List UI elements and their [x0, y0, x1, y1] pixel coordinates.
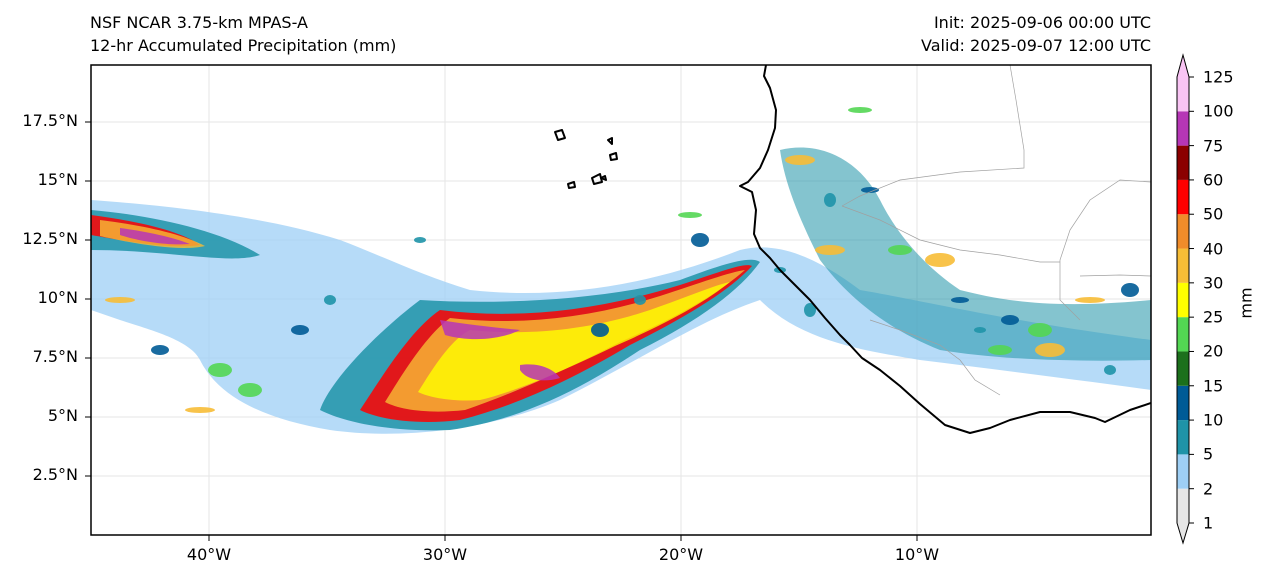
- colorbar-level-label: 40: [1203, 239, 1224, 259]
- lat-label-5n: 5°N: [47, 406, 78, 425]
- lat-label-15n: 15°N: [37, 170, 78, 189]
- colorbar-level-label: 30: [1203, 273, 1224, 293]
- map-layers: [91, 65, 1151, 535]
- storm-cell: [848, 107, 872, 113]
- storm-cell: [815, 245, 845, 255]
- colorbar-swatch: [1177, 111, 1189, 146]
- country-border: [841, 205, 1060, 263]
- coastline: [609, 152, 618, 161]
- country-border: [1059, 179, 1151, 321]
- colorbar-level-label: 100: [1203, 101, 1234, 121]
- precip-core-extreme: [120, 228, 560, 381]
- storm-cell: [1035, 343, 1065, 357]
- storm-cell: [105, 297, 135, 303]
- lon-label-10w: 10°W: [894, 545, 940, 564]
- lon-label-30w: 30°W: [422, 545, 468, 564]
- lat-label-17-5n: 17.5°N: [22, 111, 78, 130]
- storm-cell: [634, 295, 646, 305]
- storm-cell: [925, 253, 955, 267]
- field-title: 12-hr Accumulated Precipitation (mm): [90, 36, 397, 55]
- colorbar-level-label: 20: [1203, 341, 1224, 361]
- storm-cell: [591, 323, 609, 337]
- country-border: [869, 319, 1001, 396]
- colorbar-swatch: [1177, 145, 1189, 180]
- colorbar-level-label: 5: [1203, 444, 1214, 464]
- precipitation-field: [91, 107, 1151, 434]
- colorbar-level-label: 25: [1203, 307, 1224, 327]
- storm-cell: [1028, 323, 1052, 337]
- storm-cell: [861, 187, 879, 193]
- valid-time: Valid: 2025-09-07 12:00 UTC: [920, 36, 1151, 55]
- storm-cell: [951, 297, 969, 303]
- country-border: [841, 65, 1025, 207]
- colorbar-swatch: [1177, 77, 1189, 112]
- colorbar-extend-max: [1177, 55, 1189, 77]
- coastline: [554, 129, 566, 141]
- colorbar-level-label: 15: [1203, 376, 1224, 396]
- storm-cell: [1001, 315, 1019, 325]
- map-frame: [90, 64, 1152, 536]
- lat-label-7-5n: 7.5°N: [32, 347, 78, 366]
- storm-cell: [1121, 283, 1139, 297]
- colorbar-swatch: [1177, 179, 1189, 215]
- storm-cell: [804, 303, 816, 317]
- storm-cell: [1075, 297, 1105, 303]
- coastline: [567, 181, 576, 189]
- storm-cell: [185, 407, 215, 413]
- colorbar-swatch: [1177, 385, 1189, 421]
- init-time: Init: 2025-09-06 00:00 UTC: [933, 13, 1151, 32]
- storm-cell: [691, 233, 709, 247]
- colorbar-swatch: [1177, 488, 1189, 543]
- lat-label-10n: 10°N: [37, 288, 78, 307]
- storm-cell: [238, 383, 262, 397]
- colorbar: [1176, 53, 1194, 545]
- colorbar-level-label: 125: [1203, 67, 1234, 87]
- coastline: [607, 137, 613, 145]
- coastline: [739, 65, 1151, 434]
- axis-ticks: [85, 121, 918, 541]
- coastline: [600, 175, 607, 181]
- colorbar-unit: mm: [1236, 287, 1256, 319]
- colorbar-level-label: 50: [1203, 204, 1224, 224]
- storm-cell: [785, 155, 815, 165]
- colorbar-level-label: 1: [1203, 513, 1214, 533]
- country-borders: [841, 65, 1151, 396]
- colorbar-level-label: 75: [1203, 136, 1224, 156]
- precip-scattered-africa: [780, 147, 1151, 361]
- colorbar-swatch: [1177, 454, 1189, 489]
- country-border: [1079, 274, 1151, 277]
- colorbar-swatch: [1177, 282, 1189, 318]
- storm-cell: [151, 345, 169, 355]
- colorbar-level-label: 10: [1203, 410, 1224, 430]
- storm-cell: [988, 345, 1012, 355]
- storm-cell: [414, 237, 426, 243]
- storm-cell: [208, 363, 232, 377]
- storm-cell: [678, 212, 702, 218]
- storm-cell: [1104, 365, 1116, 375]
- colorbar-swatch: [1177, 420, 1189, 455]
- storm-cell: [324, 295, 336, 305]
- model-title: NSF NCAR 3.75-km MPAS-A: [90, 13, 308, 32]
- colorbar-level-label: 2: [1203, 479, 1214, 499]
- storm-cell: [824, 193, 836, 207]
- coastlines: [554, 65, 1151, 434]
- colorbar-swatch: [1177, 214, 1189, 249]
- colorbar-swatch: [1177, 317, 1189, 352]
- storm-cell: [888, 245, 912, 255]
- precip-band-yellow: [418, 282, 730, 401]
- colorbar-swatch: [1177, 248, 1189, 283]
- lon-label-20w: 20°W: [658, 545, 704, 564]
- lon-label-40w: 40°W: [186, 545, 232, 564]
- lat-label-12-5n: 12.5°N: [22, 229, 78, 248]
- colorbar-level-label: 60: [1203, 170, 1224, 190]
- precip-band-moderate: [91, 210, 760, 431]
- storm-cell: [974, 327, 986, 333]
- coastline: [591, 173, 603, 185]
- storm-cell: [291, 325, 309, 335]
- lat-label-2-5n: 2.5°N: [32, 465, 78, 484]
- colorbar-swatch: [1177, 351, 1189, 386]
